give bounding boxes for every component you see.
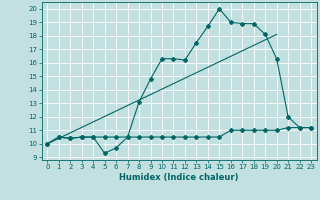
X-axis label: Humidex (Indice chaleur): Humidex (Indice chaleur) [119,173,239,182]
